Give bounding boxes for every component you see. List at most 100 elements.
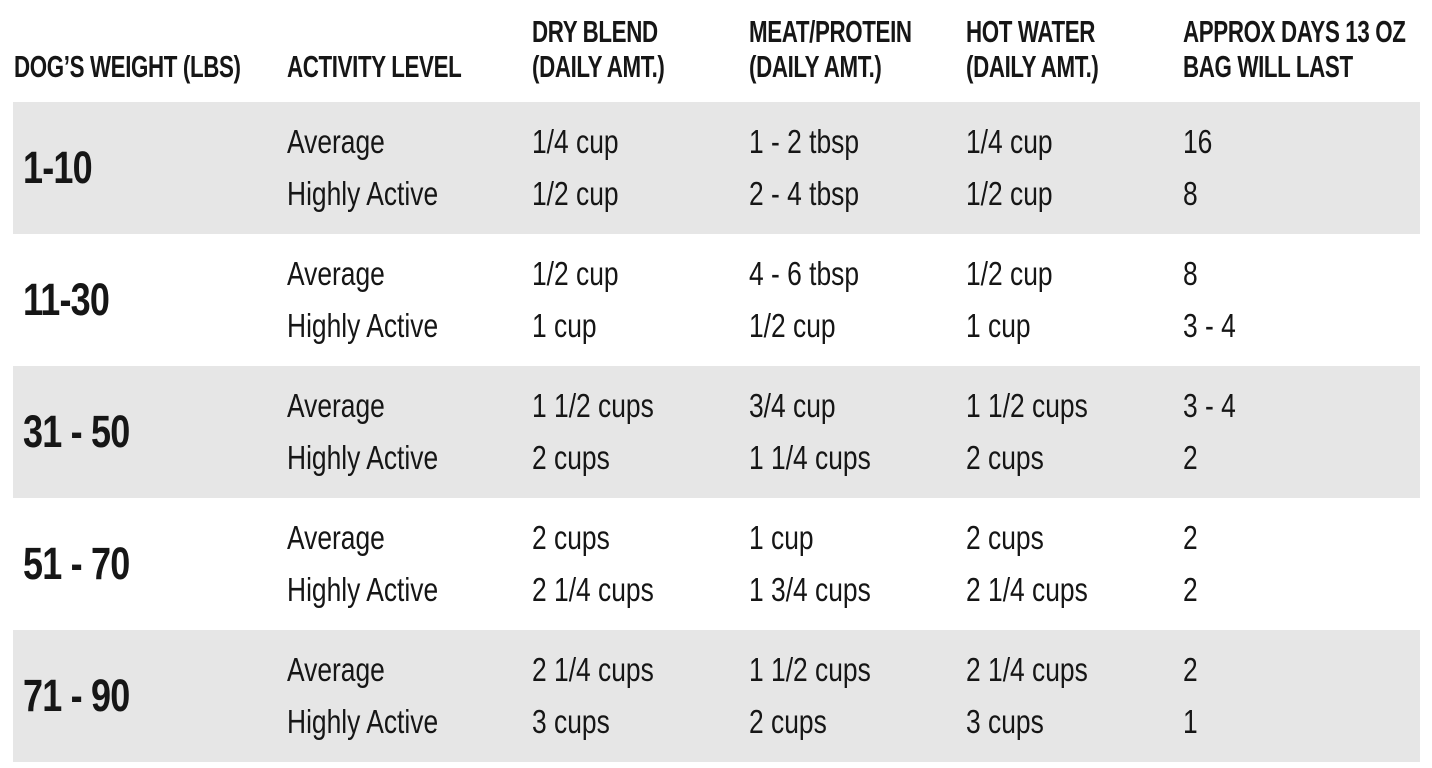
dry-blend-value: 2 1/4 cups bbox=[532, 571, 654, 608]
column-header-label: ACTIVITY LEVEL bbox=[287, 49, 462, 84]
activity-level-value: Highly Active bbox=[287, 175, 439, 212]
dry-blend-cell: 2 1/4 cups 3 cups bbox=[532, 630, 749, 762]
dry-blend-cell: 2 cups 2 1/4 cups bbox=[532, 498, 749, 630]
activity-level-value: Highly Active bbox=[287, 439, 439, 476]
weight-range-label: 1-10 bbox=[23, 142, 93, 193]
dry-blend-value: 2 cups bbox=[532, 519, 610, 556]
hot-water-value: 1/2 cup bbox=[966, 175, 1053, 212]
hot-water-cell: 1 1/2 cups 2 cups bbox=[966, 366, 1183, 498]
activity-level-value: Highly Active bbox=[287, 703, 439, 740]
hot-water-value: 3 cups bbox=[966, 703, 1044, 740]
meat-protein-value: 4 - 6 tbsp bbox=[749, 255, 860, 292]
meat-protein-value: 1 cup bbox=[749, 519, 814, 556]
days-value: 2 bbox=[1183, 571, 1198, 608]
meat-protein-cell: 1 cup 1 3/4 cups bbox=[749, 498, 966, 630]
meat-protein-value: 2 cups bbox=[749, 703, 827, 740]
meat-protein-value: 2 - 4 tbsp bbox=[749, 175, 860, 212]
weight-row-group-1: 1-10 Average Highly Active 1/4 cup 1/2 c… bbox=[13, 102, 1420, 234]
activity-level-value: Average bbox=[287, 387, 385, 424]
meat-protein-cell: 1 1/2 cups 2 cups bbox=[749, 630, 966, 762]
dry-blend-value: 1/2 cup bbox=[532, 255, 619, 292]
dry-blend-value: 2 cups bbox=[532, 439, 610, 476]
hot-water-value: 1 cup bbox=[966, 307, 1031, 344]
meat-protein-cell: 3/4 cup 1 1/4 cups bbox=[749, 366, 966, 498]
weight-row-group-5: 71 - 90 Average Highly Active 2 1/4 cups… bbox=[13, 630, 1420, 762]
column-header-label: HOT WATER bbox=[966, 14, 1096, 49]
meat-protein-cell: 1 - 2 tbsp 2 - 4 tbsp bbox=[749, 102, 966, 234]
activity-level-value: Average bbox=[287, 519, 385, 556]
meat-protein-value: 1 1/4 cups bbox=[749, 439, 871, 476]
hot-water-value: 2 cups bbox=[966, 439, 1044, 476]
meat-protein-value: 1 - 2 tbsp bbox=[749, 123, 860, 160]
activity-level-cell: Average Highly Active bbox=[287, 102, 532, 234]
weight-range-label: 31 - 50 bbox=[23, 406, 130, 457]
hot-water-cell: 2 cups 2 1/4 cups bbox=[966, 498, 1183, 630]
hot-water-value: 2 cups bbox=[966, 519, 1044, 556]
activity-level-cell: Average Highly Active bbox=[287, 366, 532, 498]
days-value: 1 bbox=[1183, 703, 1198, 740]
days-value: 16 bbox=[1183, 123, 1213, 160]
hot-water-cell: 1/4 cup 1/2 cup bbox=[966, 102, 1183, 234]
weight-range-label: 51 - 70 bbox=[23, 538, 130, 589]
days-bag-lasts-cell: 2 2 bbox=[1183, 498, 1420, 630]
column-header-sublabel: BAG WILL LAST bbox=[1183, 49, 1353, 84]
dry-blend-cell: 1/4 cup 1/2 cup bbox=[532, 102, 749, 234]
weight-range-cell: 51 - 70 bbox=[13, 498, 287, 630]
meat-protein-cell: 4 - 6 tbsp 1/2 cup bbox=[749, 234, 966, 366]
hot-water-value: 1/2 cup bbox=[966, 255, 1053, 292]
hot-water-value: 2 1/4 cups bbox=[966, 651, 1088, 688]
column-header-label: APPROX DAYS 13 OZ bbox=[1183, 14, 1406, 49]
days-bag-lasts-cell: 2 1 bbox=[1183, 630, 1420, 762]
dry-blend-value: 1 cup bbox=[532, 307, 597, 344]
weight-row-group-3: 31 - 50 Average Highly Active 1 1/2 cups… bbox=[13, 366, 1420, 498]
dry-blend-value: 1/2 cup bbox=[532, 175, 619, 212]
days-value: 3 - 4 bbox=[1183, 387, 1236, 424]
column-header-sublabel: (DAILY AMT.) bbox=[966, 49, 1099, 84]
days-value: 2 bbox=[1183, 519, 1198, 556]
meat-protein-value: 3/4 cup bbox=[749, 387, 836, 424]
column-header-label: DOG’S WEIGHT (LBS) bbox=[14, 49, 241, 84]
hot-water-cell: 1/2 cup 1 cup bbox=[966, 234, 1183, 366]
hot-water-value: 2 1/4 cups bbox=[966, 571, 1088, 608]
dry-blend-value: 2 1/4 cups bbox=[532, 651, 654, 688]
days-value: 2 bbox=[1183, 651, 1198, 688]
weight-row-group-4: 51 - 70 Average Highly Active 2 cups 2 1… bbox=[13, 498, 1420, 630]
column-header-hot-water: HOT WATER (DAILY AMT.) bbox=[966, 14, 1183, 102]
dry-blend-cell: 1 1/2 cups 2 cups bbox=[532, 366, 749, 498]
activity-level-cell: Average Highly Active bbox=[287, 234, 532, 366]
column-header-meat-protein: MEAT/PROTEIN (DAILY AMT.) bbox=[749, 14, 966, 102]
days-bag-lasts-cell: 3 - 4 2 bbox=[1183, 366, 1420, 498]
activity-level-value: Average bbox=[287, 123, 385, 160]
dry-blend-cell: 1/2 cup 1 cup bbox=[532, 234, 749, 366]
column-header-dogs-weight: DOG’S WEIGHT (LBS) bbox=[14, 49, 287, 102]
dry-blend-value: 3 cups bbox=[532, 703, 610, 740]
meat-protein-value: 1 1/2 cups bbox=[749, 651, 871, 688]
column-header-label: MEAT/PROTEIN bbox=[749, 14, 912, 49]
activity-level-value: Highly Active bbox=[287, 571, 439, 608]
days-bag-lasts-cell: 8 3 - 4 bbox=[1183, 234, 1420, 366]
hot-water-value: 1 1/2 cups bbox=[966, 387, 1088, 424]
column-header-sublabel: (DAILY AMT.) bbox=[749, 49, 882, 84]
activity-level-value: Average bbox=[287, 651, 385, 688]
weight-row-group-2: 11-30 Average Highly Active 1/2 cup 1 cu… bbox=[13, 234, 1420, 366]
weight-range-label: 71 - 90 bbox=[23, 670, 130, 721]
activity-level-cell: Average Highly Active bbox=[287, 630, 532, 762]
weight-range-cell: 1-10 bbox=[13, 102, 287, 234]
column-header-activity-level: ACTIVITY LEVEL bbox=[287, 49, 532, 102]
activity-level-value: Highly Active bbox=[287, 307, 439, 344]
days-bag-lasts-cell: 16 8 bbox=[1183, 102, 1420, 234]
days-value: 2 bbox=[1183, 439, 1198, 476]
days-value: 8 bbox=[1183, 175, 1198, 212]
hot-water-cell: 2 1/4 cups 3 cups bbox=[966, 630, 1183, 762]
activity-level-value: Average bbox=[287, 255, 385, 292]
table-header-row: DOG’S WEIGHT (LBS) ACTIVITY LEVEL DRY BL… bbox=[0, 0, 1432, 102]
column-header-sublabel: (DAILY AMT.) bbox=[532, 49, 665, 84]
dry-blend-value: 1/4 cup bbox=[532, 123, 619, 160]
weight-range-cell: 71 - 90 bbox=[13, 630, 287, 762]
activity-level-cell: Average Highly Active bbox=[287, 498, 532, 630]
meat-protein-value: 1 3/4 cups bbox=[749, 571, 871, 608]
dry-blend-value: 1 1/2 cups bbox=[532, 387, 654, 424]
hot-water-value: 1/4 cup bbox=[966, 123, 1053, 160]
column-header-days-bag-lasts: APPROX DAYS 13 OZ BAG WILL LAST bbox=[1183, 14, 1432, 102]
